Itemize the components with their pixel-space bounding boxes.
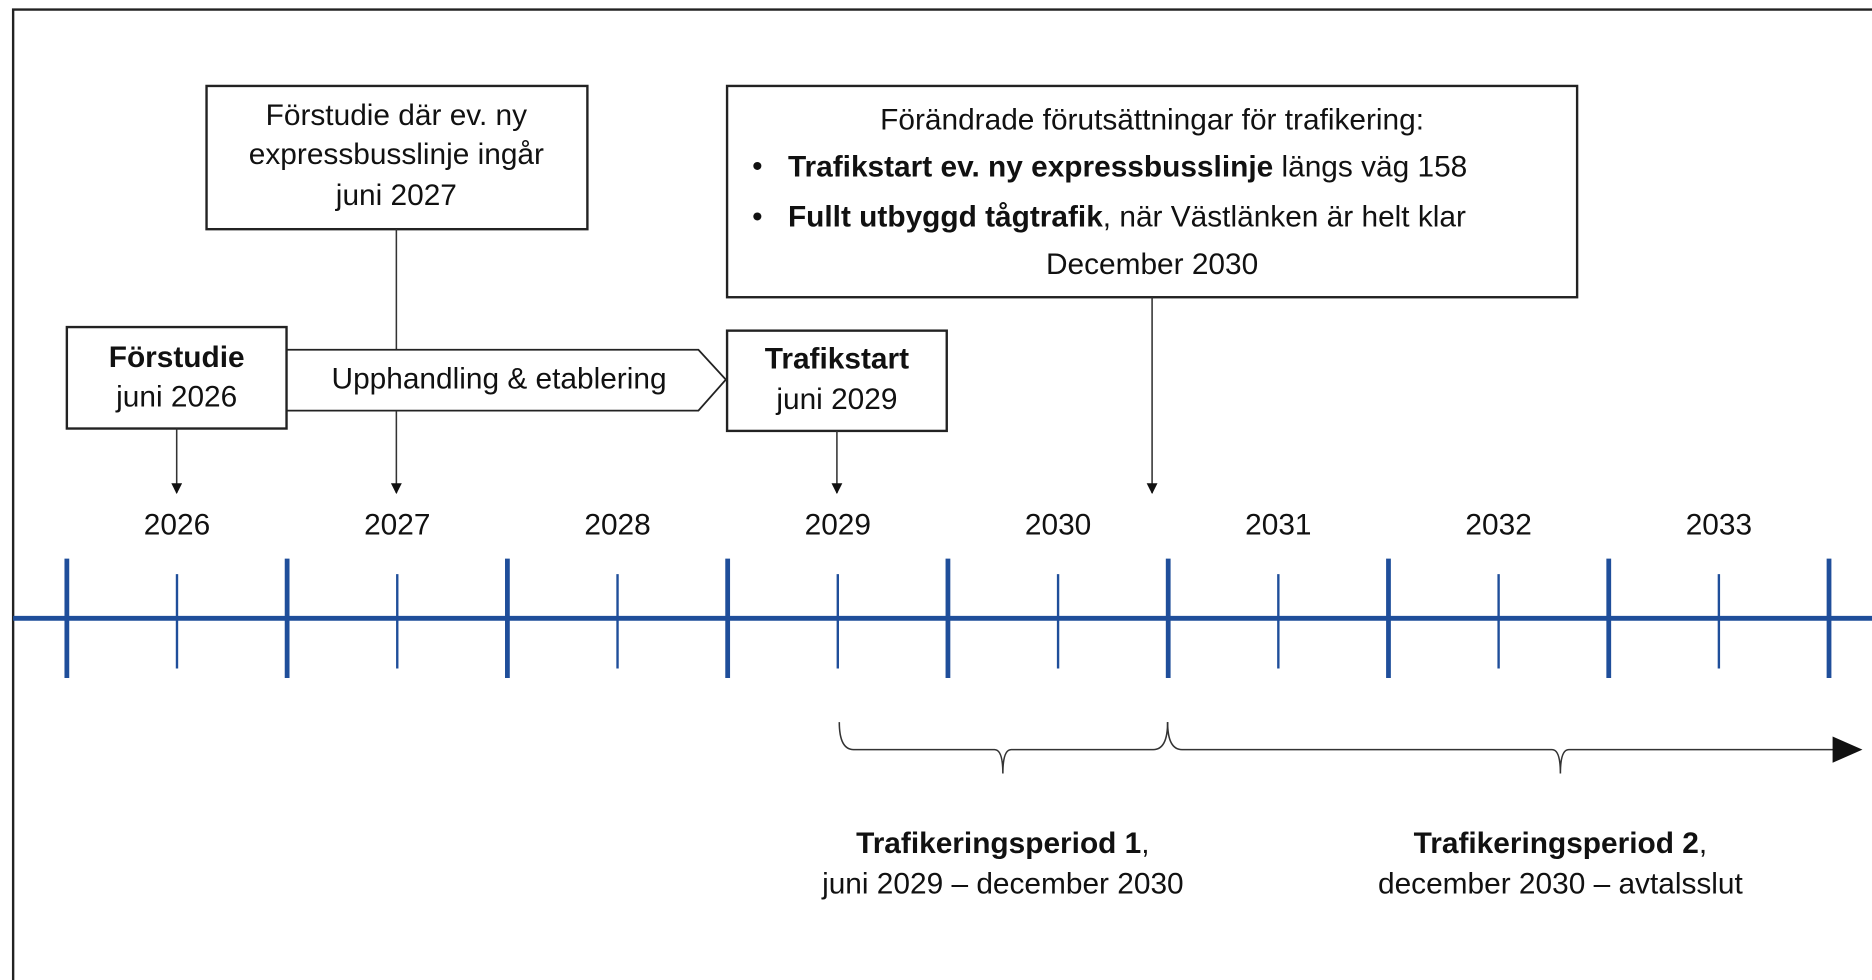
year-label: 2028	[584, 508, 650, 541]
milestone-box	[65, 325, 288, 430]
year-label: 2027	[364, 508, 430, 541]
period-rest: ,	[1699, 827, 1707, 860]
year-label: 2029	[805, 508, 871, 541]
period-bold: Trafikeringsperiod 1	[856, 827, 1141, 860]
milestone-date: juni 2029	[775, 383, 897, 416]
period-rest: ,	[1141, 827, 1149, 860]
phase-label: Upphandling & etablering	[332, 363, 667, 396]
brace	[1166, 722, 1839, 774]
year-label: 2030	[1025, 508, 1091, 541]
arrow-head	[1832, 736, 1863, 763]
period-title: Trafikeringsperiod 2,	[1414, 827, 1707, 860]
brace	[838, 722, 1169, 774]
milestone-title: Trafikstart	[765, 342, 909, 375]
note-line: juni 2027	[335, 179, 457, 212]
bullet-text: Fullt utbyggd tågtrafik, när Västlänken …	[788, 200, 1466, 233]
change-footer: December 2030	[1046, 248, 1258, 281]
period-title: Trafikeringsperiod 1,	[856, 827, 1149, 860]
period-range: december 2030 – avtalsslut	[1378, 868, 1744, 901]
milestone-box	[725, 329, 948, 433]
year-label: 2033	[1686, 508, 1752, 541]
period-range: juni 2029 – december 2030	[821, 868, 1184, 901]
bullet-bold: Trafikstart ev. ny expressbusslinje	[788, 150, 1273, 183]
bullet: •	[752, 150, 762, 183]
bullet-rest: , när Västlänken är helt klar	[1103, 200, 1466, 233]
year-label: 2032	[1465, 508, 1531, 541]
change-box	[725, 84, 1579, 299]
note-line: Förstudie där ev. ny	[266, 99, 527, 132]
frame	[11, 8, 1872, 980]
note-line: expressbusslinje ingår	[249, 138, 544, 171]
change-title: Förändrade förutsättningar för trafikeri…	[880, 104, 1424, 137]
period-bold: Trafikeringsperiod 2	[1414, 827, 1699, 860]
bullet: •	[752, 200, 762, 233]
milestone-title: Förstudie	[109, 341, 245, 374]
bullet-text: Trafikstart ev. ny expressbusslinje läng…	[788, 150, 1467, 183]
year-label: 2026	[144, 508, 210, 541]
ticks: 2026 2027 2028 2029 2030 2031 2032 2033	[64, 508, 1832, 679]
bullet-bold: Fullt utbyggd tågtrafik	[788, 200, 1103, 233]
bullet-rest: längs väg 158	[1273, 150, 1467, 183]
milestone-date: juni 2026	[115, 381, 237, 414]
year-label: 2031	[1245, 508, 1311, 541]
